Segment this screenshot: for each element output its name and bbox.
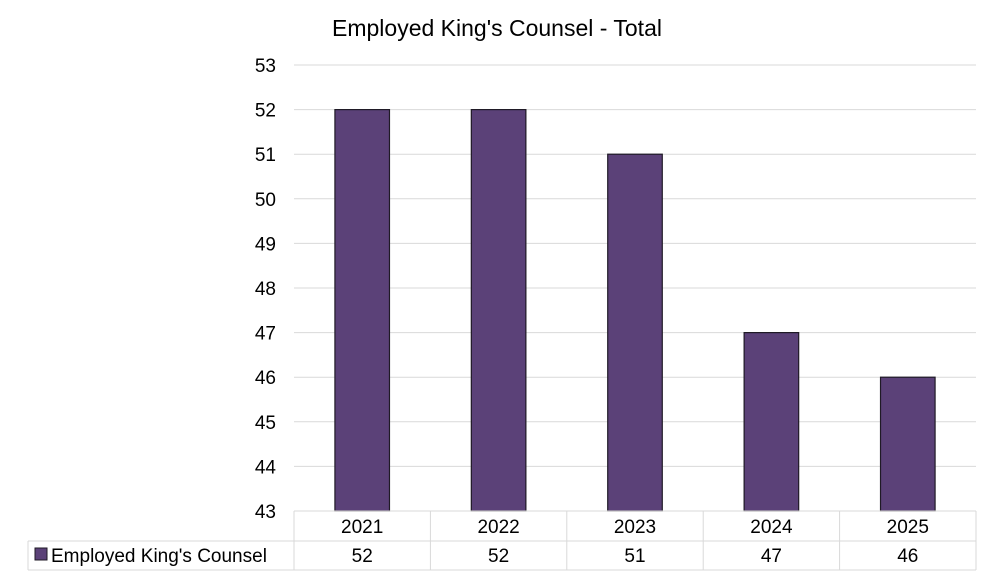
- y-tick-label: 44: [255, 457, 277, 478]
- x-category-label: 2025: [887, 517, 929, 538]
- y-tick-label: 47: [255, 324, 276, 345]
- y-tick-label: 46: [255, 368, 276, 389]
- bar-2023: [607, 153, 663, 512]
- data-table-value: 52: [488, 546, 509, 567]
- legend-swatch: [34, 547, 48, 561]
- bar-2021: [334, 108, 391, 512]
- data-table-value: 46: [897, 546, 918, 567]
- bar-2022: [470, 108, 527, 512]
- y-tick-label: 53: [255, 56, 276, 77]
- y-tick-label: 48: [255, 279, 276, 300]
- y-tick-label: 45: [255, 413, 276, 434]
- y-tick-label: 51: [255, 145, 276, 166]
- x-category-label: 2024: [750, 517, 793, 538]
- y-tick-label: 50: [255, 190, 276, 211]
- y-axis: 43 44 45 46 47 48 49 50 51 52 53: [255, 56, 277, 523]
- x-category-label: 2022: [477, 517, 519, 538]
- data-table: 2021 2022 2023 2024 2025 Employed King's Coun…: [27, 510, 977, 571]
- x-category-label: 2021: [341, 517, 383, 538]
- legend-label: Employed King's Counsel: [51, 546, 267, 567]
- bar-2025: [879, 376, 936, 512]
- x-category-label: 2023: [614, 517, 656, 538]
- data-table-value: 52: [352, 546, 373, 567]
- chart-title: Employed King's Counsel - Total: [332, 15, 662, 41]
- data-table-value: 47: [761, 546, 782, 567]
- bars: [334, 108, 936, 512]
- data-table-value: 51: [624, 546, 645, 567]
- bar-2024: [743, 332, 800, 512]
- y-tick-label: 49: [255, 234, 276, 255]
- y-tick-label: 43: [255, 502, 276, 523]
- y-tick-label: 52: [255, 101, 276, 122]
